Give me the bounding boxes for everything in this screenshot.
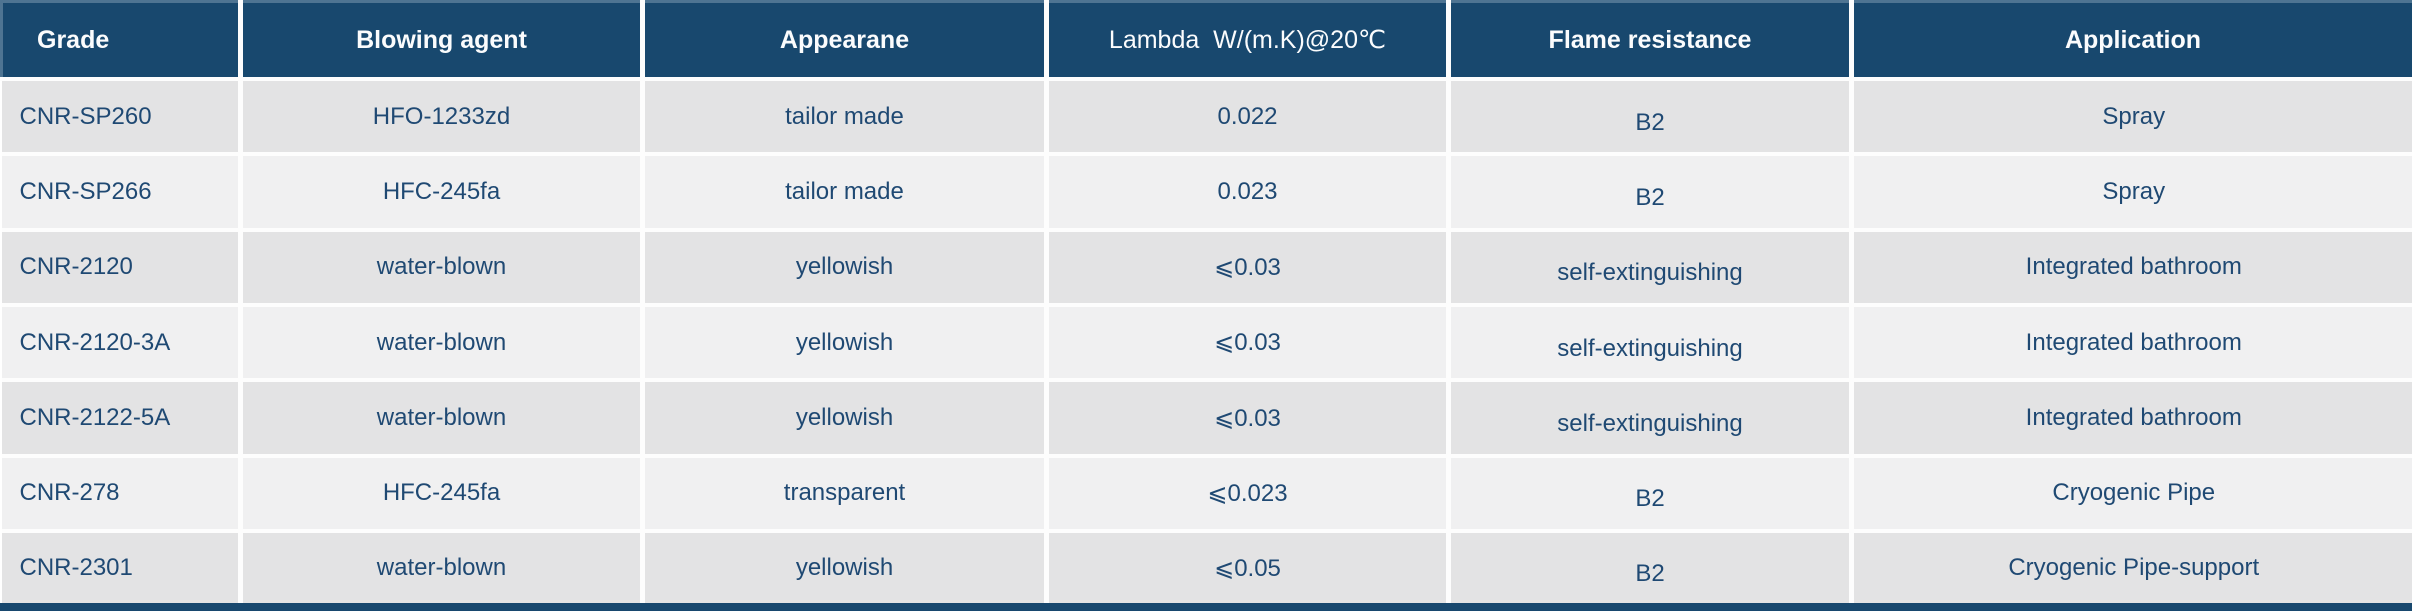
column-header-application: Application: [1849, 0, 2412, 79]
column-header-flame-resistance: Flame resistance: [1446, 0, 1852, 79]
table-row: CNR-2122-5A water-blown yellowish ⩽0.03 self…: [1, 378, 2412, 456]
cell-lambda: ⩽0.023: [1044, 453, 1449, 532]
cell-lambda: ⩽0.03: [1044, 303, 1449, 381]
cell-blowing-agent: HFC-245fa: [238, 152, 643, 230]
cell-flame-resistance: B2: [1446, 453, 1852, 532]
cell-appearance: yellowish: [640, 303, 1047, 381]
cell-grade: CNR-2120-3A: [1, 303, 241, 381]
cell-lambda: 0.023: [1044, 152, 1449, 230]
cell-blowing-agent: water-blown: [238, 227, 643, 306]
cell-flame-resistance: self-extinguishing: [1446, 303, 1852, 381]
cell-application: Integrated bathroom: [1849, 378, 2412, 456]
cell-blowing-agent: water-blown: [238, 378, 643, 456]
table-row: CNR-2120-3A water-blown yellowish ⩽0.03 self…: [1, 303, 2412, 381]
cell-appearance: tailor made: [640, 76, 1047, 155]
cell-appearance: yellowish: [640, 227, 1047, 306]
cell-grade: CNR-2122-5A: [1, 378, 241, 456]
cell-appearance: transparent: [640, 453, 1047, 532]
cell-grade: CNR-SP266: [1, 152, 241, 230]
cell-flame-resistance: B2: [1446, 76, 1852, 155]
cell-flame-resistance: B2: [1446, 152, 1852, 230]
cell-blowing-agent: water-blown: [238, 303, 643, 381]
cell-grade: CNR-2120: [1, 227, 241, 306]
table-row: CNR-SP266 HFC-245fa tailor made 0.023 B2 Spra…: [1, 152, 2412, 230]
cell-flame-resistance: B2: [1446, 529, 1852, 603]
cell-grade: CNR-2301: [1, 529, 241, 603]
cell-application: Spray: [1849, 152, 2412, 230]
table-row: CNR-SP260 HFO-1233zd tailor made 0.022 B2 Spr…: [1, 76, 2412, 155]
column-header-grade: Grade: [0, 0, 241, 79]
cell-application: Integrated bathroom: [1849, 227, 2412, 306]
cell-application: Cryogenic Pipe-support: [1849, 529, 2412, 603]
cell-appearance: yellowish: [640, 529, 1047, 603]
cell-blowing-agent: HFC-245fa: [238, 453, 643, 532]
header-row: Grade Blowing agent Appearane Lambda W/(m.K…: [0, 0, 2412, 79]
cell-blowing-agent: HFO-1233zd: [238, 76, 643, 155]
cell-appearance: yellowish: [640, 378, 1047, 456]
table-bottom-bar: [0, 603, 2412, 611]
cell-lambda: ⩽0.03: [1044, 227, 1449, 306]
cell-application: Spray: [1849, 76, 2412, 155]
table-row: CNR-278 HFC-245fa transparent ⩽0.023 B2 Cryog…: [1, 453, 2412, 532]
cell-appearance: tailor made: [640, 152, 1047, 230]
cell-flame-resistance: self-extinguishing: [1446, 378, 1852, 456]
cell-lambda: ⩽0.05: [1044, 529, 1449, 603]
cell-grade: CNR-278: [1, 453, 241, 532]
table-row: CNR-2301 water-blown yellowish ⩽0.05 B2 Cryog…: [1, 529, 2412, 603]
table-row: CNR-2120 water-blown yellowish ⩽0.03 self-ex…: [1, 227, 2412, 306]
column-header-lambda: Lambda W/(m.K)@20℃: [1044, 0, 1449, 79]
column-header-appearance: Appearane: [640, 0, 1047, 79]
cell-lambda: 0.022: [1044, 76, 1449, 155]
table-body: CNR-SP260 HFO-1233zd tailor made 0.022 B2 Spr…: [1, 76, 2412, 603]
table-header: Grade Blowing agent Appearane Lambda W/(m.K…: [0, 0, 2412, 79]
cell-grade: CNR-SP260: [1, 76, 241, 155]
cell-lambda: ⩽0.03: [1044, 378, 1449, 456]
column-header-blowing-agent: Blowing agent: [238, 0, 643, 79]
cell-application: Cryogenic Pipe: [1849, 453, 2412, 532]
cell-flame-resistance: self-extinguishing: [1446, 227, 1852, 306]
cell-application: Integrated bathroom: [1849, 303, 2412, 381]
cell-blowing-agent: water-blown: [238, 529, 643, 603]
